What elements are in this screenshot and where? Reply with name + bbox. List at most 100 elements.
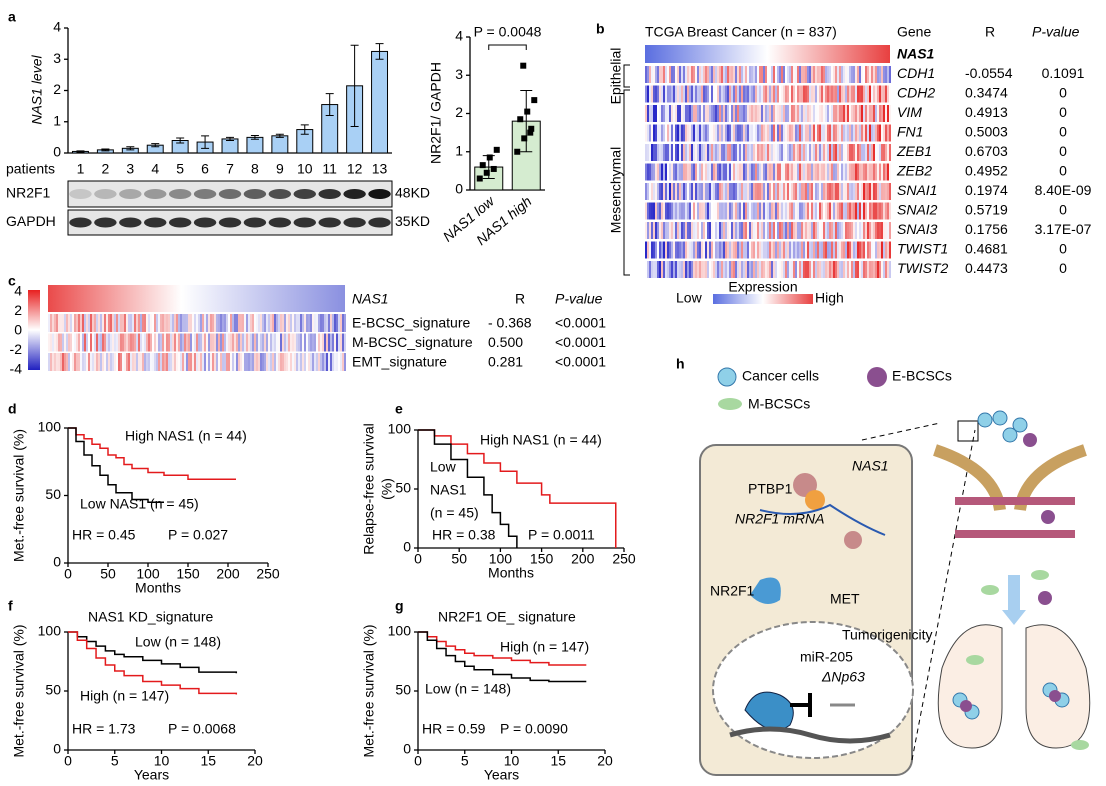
heat-cell (653, 85, 655, 103)
heat-cell (286, 353, 288, 371)
heat-cell (831, 124, 833, 142)
heat-cell (889, 144, 891, 161)
heat-cell (881, 261, 883, 278)
heat-cell (687, 66, 689, 83)
cell: 0.5003 (965, 124, 1008, 140)
heat-cell (801, 105, 803, 122)
x-tick-label: 4 (151, 161, 159, 177)
heat-cell (811, 85, 813, 103)
heat-cell (693, 105, 695, 122)
heat-cell (74, 314, 76, 332)
heat-cell (669, 144, 671, 161)
heat-cell (781, 222, 783, 239)
heat-cell (867, 241, 869, 259)
heat-cell (160, 333, 162, 352)
heat-cell (324, 314, 326, 332)
heat-cell (745, 163, 747, 181)
heat-cell (58, 353, 60, 371)
heat-cell (172, 353, 174, 371)
heat-cell (665, 66, 667, 83)
heat-cell (749, 202, 751, 220)
heat-cell (675, 183, 677, 200)
heat-cell (264, 353, 266, 371)
heat-cell (703, 144, 705, 161)
heat-cell (182, 333, 184, 352)
heat-cell (773, 183, 775, 200)
heat-cell (665, 261, 667, 278)
heat-cell (272, 314, 274, 332)
heat-cell (715, 183, 717, 200)
heat-cell (705, 85, 707, 103)
heat-cell (881, 124, 883, 142)
blot-band (193, 189, 217, 199)
heat-cell (108, 353, 110, 371)
heat-cell (268, 333, 270, 352)
heat-cell (721, 261, 723, 278)
heat-cell (721, 163, 723, 181)
heat-cell (739, 183, 741, 200)
heat-cell (302, 334, 304, 352)
cell: EMT_signature (352, 354, 447, 370)
heat-cell (889, 202, 891, 220)
heat-cell (176, 314, 178, 332)
heat-cell (98, 353, 100, 371)
heat-cell (86, 333, 88, 352)
heat-cell (665, 163, 667, 181)
legend-label: Low (430, 459, 457, 475)
heat-cell (823, 66, 825, 83)
heat-cell (879, 66, 881, 83)
heat-cell (799, 124, 801, 142)
heat-cell (314, 333, 316, 352)
heat-cell (779, 66, 781, 83)
heat-cell (330, 333, 332, 352)
heat-cell (789, 261, 791, 278)
heat-cell (825, 222, 827, 239)
heat-cell (787, 144, 789, 161)
heat-cell (226, 333, 228, 352)
heat-cell (679, 183, 681, 200)
heat-cell (733, 85, 735, 103)
heat-cell (647, 261, 649, 278)
heat-cell (805, 66, 807, 83)
heat-cell (314, 314, 316, 332)
heat-cell (699, 163, 701, 181)
heat-cell (809, 124, 811, 142)
x-tick-label: 250 (256, 566, 280, 582)
heat-cell (673, 202, 675, 220)
heat-cell (723, 163, 725, 181)
heat-cell (885, 202, 887, 220)
heat-cell (833, 66, 835, 83)
heat-cell (240, 353, 242, 371)
heat-cell (769, 105, 771, 122)
heat-cell (246, 314, 248, 332)
heat-cell (90, 353, 92, 371)
heat-cell (689, 261, 691, 278)
heat-cell (64, 333, 66, 352)
heat-cell (669, 105, 671, 122)
heat-cell (787, 222, 789, 239)
heat-cell (671, 124, 673, 142)
heat-cell (130, 333, 132, 352)
heat-cell (248, 333, 250, 352)
heat-cell (779, 241, 781, 259)
heat-cell (761, 202, 763, 220)
heat-cell (725, 66, 727, 83)
error-bar (275, 133, 284, 138)
heat-cell (703, 163, 705, 181)
heat-cell (687, 85, 689, 103)
heat-cell (200, 353, 202, 371)
heat-cell (853, 144, 855, 161)
heat-cell (164, 353, 166, 371)
heat-cell (645, 85, 647, 103)
heat-cell (853, 183, 855, 200)
heat-cell (661, 241, 663, 259)
heat-cell (877, 163, 879, 181)
heat-cell (757, 105, 759, 122)
heat-cell (717, 124, 719, 142)
x-tick-label: 150 (530, 551, 554, 567)
blot-band (218, 217, 242, 228)
heat-cell (867, 222, 869, 239)
heat-cell (805, 144, 807, 161)
heat-cell (779, 202, 781, 220)
heat-cell (801, 202, 803, 220)
